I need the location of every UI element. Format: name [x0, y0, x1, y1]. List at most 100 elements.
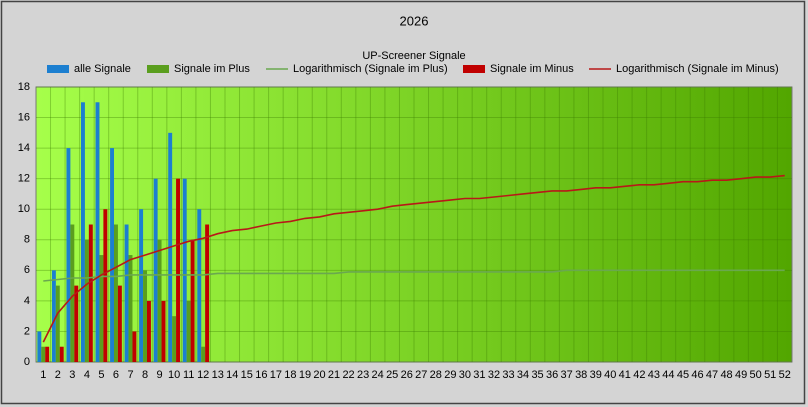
bar	[128, 255, 133, 362]
bar	[103, 209, 108, 362]
x-tick-label: 44	[662, 369, 674, 381]
x-tick-label: 1	[40, 369, 46, 381]
bar	[132, 331, 137, 362]
bar	[172, 316, 177, 362]
y-tick-label: 6	[24, 264, 30, 276]
x-tick-label: 21	[328, 369, 340, 381]
x-tick-label: 16	[255, 369, 267, 381]
trend-line	[42, 174, 785, 343]
bar	[190, 239, 195, 362]
bar	[70, 224, 75, 362]
legend: alle Signale Signale im Plus Logarithmisch…	[47, 63, 779, 75]
x-tick-label: 8	[142, 369, 148, 381]
bar	[153, 178, 158, 362]
x-tick-label: 52	[779, 369, 791, 381]
x-tick-label: 10	[168, 369, 180, 381]
bar	[80, 102, 85, 363]
bar	[205, 224, 210, 362]
x-tick-label: 35	[531, 369, 543, 381]
legend-label: Signale im Minus	[490, 63, 574, 75]
bar	[113, 224, 118, 362]
x-tick-label: 28	[430, 369, 442, 381]
x-tick-label: 46	[691, 369, 703, 381]
x-tick-label: 29	[444, 369, 456, 381]
y-tick-label: 2	[24, 325, 30, 337]
legend-label: Signale im Plus	[174, 63, 250, 75]
x-tick-label: 50	[750, 369, 762, 381]
bar	[117, 285, 122, 362]
x-tick-label: 2	[55, 369, 61, 381]
x-tick-label: 13	[212, 369, 224, 381]
x-tick-label: 17	[270, 369, 282, 381]
x-tick-label: 33	[502, 369, 514, 381]
bar	[143, 270, 148, 362]
bar	[176, 178, 181, 362]
bar	[147, 300, 151, 362]
legend-label: alle Signale	[74, 63, 131, 75]
x-tick-label: 7	[127, 369, 133, 381]
x-tick-label: 15	[241, 369, 253, 381]
bar	[41, 346, 46, 362]
bar	[88, 224, 93, 362]
legend-label: Logarithmisch (Signale im Minus)	[616, 63, 779, 75]
x-tick-label: 14	[226, 369, 238, 381]
trend-line	[43, 269, 785, 282]
x-tick-label: 22	[342, 369, 354, 381]
legend-swatch	[463, 65, 485, 73]
y-tick-label: 0	[24, 356, 30, 368]
bar	[99, 255, 104, 362]
x-tick-label: 40	[604, 369, 616, 381]
y-tick-label: 18	[18, 81, 30, 93]
bar	[124, 224, 129, 362]
x-tick-label: 48	[720, 369, 732, 381]
y-tick-label: 4	[24, 295, 30, 307]
x-tick-label: 41	[619, 369, 631, 381]
x-tick-label: 24	[372, 369, 384, 381]
x-tick-label: 38	[575, 369, 587, 381]
bar	[182, 178, 187, 362]
x-tick-label: 34	[517, 369, 529, 381]
bar	[201, 346, 206, 362]
bar	[51, 270, 56, 362]
bar	[157, 239, 162, 362]
x-tick-label: 31	[473, 369, 485, 381]
x-tick-label: 49	[735, 369, 747, 381]
x-tick-label: 32	[488, 369, 500, 381]
x-tick-label: 12	[197, 369, 209, 381]
bar	[110, 148, 114, 362]
x-tick-label: 43	[648, 369, 660, 381]
x-tick-label: 39	[590, 369, 602, 381]
x-tick-label: 23	[357, 369, 369, 381]
x-tick-label: 6	[113, 369, 119, 381]
x-tick-label: 3	[69, 369, 75, 381]
x-tick-label: 37	[561, 369, 573, 381]
x-tick-label: 27	[415, 369, 427, 381]
legend-swatch	[47, 65, 69, 73]
bar	[45, 346, 50, 362]
legend-label: Logarithmisch (Signale im Plus)	[293, 63, 448, 75]
x-tick-label: 5	[98, 369, 104, 381]
x-tick-label: 19	[299, 369, 311, 381]
bar	[161, 300, 166, 362]
y-tick-label: 16	[18, 111, 30, 123]
x-tick-label: 18	[284, 369, 296, 381]
x-tick-label: 25	[386, 369, 398, 381]
bar	[55, 285, 60, 362]
x-tick-label: 51	[764, 369, 776, 381]
x-tick-label: 47	[706, 369, 718, 381]
x-tick-label: 42	[633, 369, 645, 381]
x-tick-label: 30	[459, 369, 471, 381]
y-tick-label: 8	[24, 234, 30, 246]
bar	[74, 285, 79, 362]
chart-title: 2026	[400, 13, 429, 28]
bar	[59, 346, 64, 362]
x-tick-label: 11	[183, 369, 194, 381]
x-tick-label: 36	[546, 369, 558, 381]
chart-subtitle: UP-Screener Signale	[362, 50, 465, 62]
x-tick-label: 45	[677, 369, 689, 381]
bar	[95, 102, 100, 363]
legend-swatch	[147, 65, 169, 73]
bar	[186, 300, 191, 362]
